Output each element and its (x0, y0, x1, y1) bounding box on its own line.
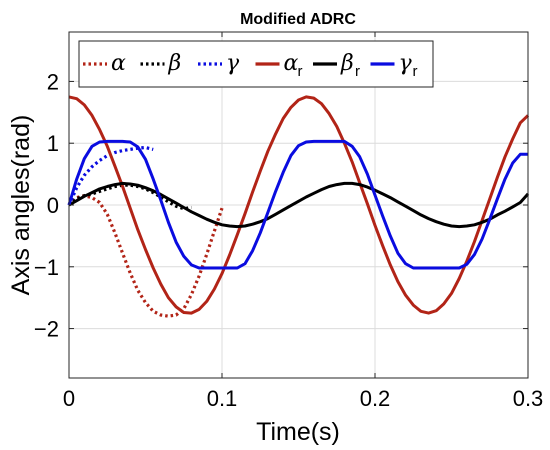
x-tick-label-1: 0.1 (207, 386, 238, 411)
legend-subscript-4: r (355, 63, 360, 80)
series-line-3 (68, 95, 530, 315)
series-line-4 (68, 181, 530, 229)
axes-frame (68, 31, 529, 379)
legend-subscript-5: r (413, 63, 418, 80)
x-tick-label-0: 0 (63, 386, 75, 411)
legend-label-3: α (284, 51, 299, 76)
legend-label-0: α (111, 51, 126, 76)
legend-label-5: γ (399, 51, 413, 76)
series-line-0 (67, 194, 224, 318)
legend-label-4: β (340, 51, 354, 76)
tick-labels: 0 0.1 0.2 0.3 −2 −1 0 1 2 (34, 69, 543, 411)
x-tick-label-3: 0.3 (513, 386, 544, 411)
x-tick-label-2: 0.2 (360, 386, 391, 411)
legend-label-2: γ (226, 51, 240, 76)
y-tick-label-0: −2 (34, 317, 59, 342)
y-tick-label-1: −1 (34, 255, 59, 280)
y-axis-title: Axis angles(rad) (7, 115, 35, 296)
legend-label-1: β (168, 51, 182, 76)
x-axis-title: Time(s) (256, 418, 340, 446)
series-group (67, 95, 530, 318)
chart-title: Modified ADRC (240, 11, 356, 28)
legend-subscript-3: r (298, 63, 303, 80)
y-tick-label-3: 1 (47, 131, 59, 156)
y-tick-label-4: 2 (47, 69, 59, 94)
y-tick-label-2: 0 (47, 193, 59, 218)
series-line-5 (67, 139, 528, 270)
